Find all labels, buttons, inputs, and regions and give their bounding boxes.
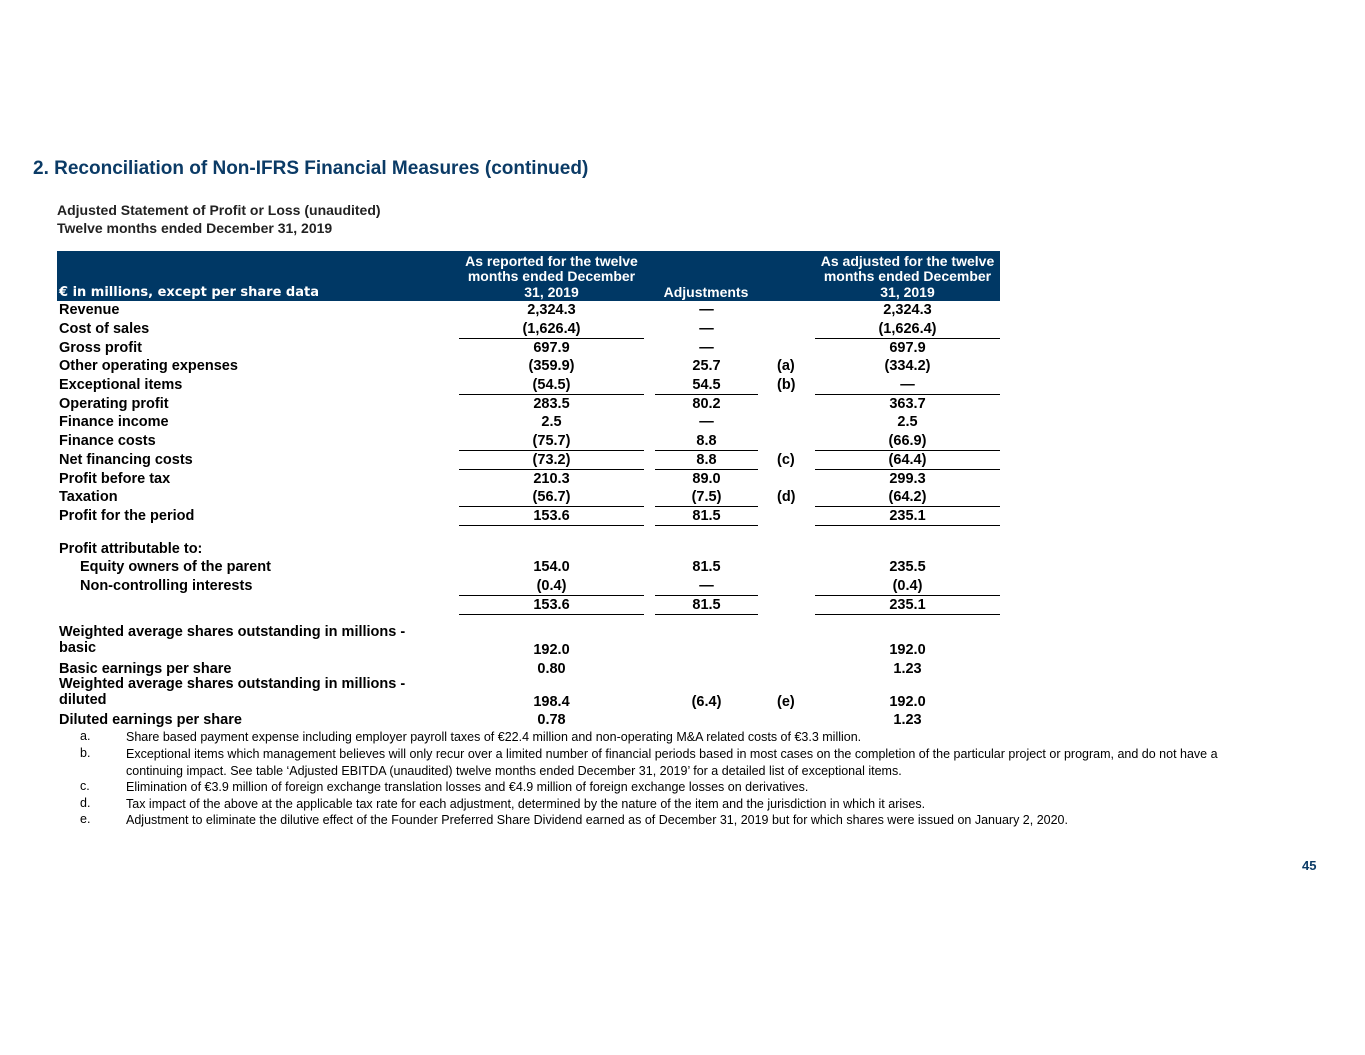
footnote-text: Elimination of €3.9 million of foreign e… — [126, 780, 809, 794]
row-label: Profit before tax — [59, 471, 171, 487]
row-label: Net financing costs — [59, 452, 193, 468]
cell-value: (6.4) — [691, 694, 722, 710]
cell-value: 89.0 — [692, 471, 721, 487]
cell-value: 363.7 — [889, 396, 926, 412]
cell-value: 697.9 — [533, 340, 570, 356]
cell-value: 81.5 — [692, 559, 721, 575]
cell-value: 8.8 — [655, 432, 758, 451]
row-label: Profit attributable to: — [59, 541, 203, 557]
cell-value: — — [655, 577, 758, 596]
row-label: Finance costs — [59, 433, 156, 449]
note-ref: (c) — [777, 452, 795, 468]
cell-value: (64.2) — [815, 488, 1000, 507]
cell-value: 153.6 — [459, 596, 644, 615]
row-label: Taxation — [59, 489, 118, 505]
table-header: € in millions, except per share data As … — [57, 251, 1000, 301]
cell-value: (73.2) — [459, 451, 644, 470]
footnote-text: Exceptional items which management belie… — [126, 747, 1218, 778]
cell-value: (0.4) — [815, 577, 1000, 596]
row-label: Diluted earnings per share — [59, 712, 242, 728]
cell-value: (0.4) — [459, 577, 644, 596]
cell-value: 80.2 — [692, 396, 721, 412]
cell-value: (359.9) — [528, 358, 575, 374]
cell-value: 192.0 — [889, 642, 926, 658]
row-label: Operating profit — [59, 396, 169, 412]
cell-value: 192.0 — [889, 694, 926, 710]
cell-value: (1,626.4) — [459, 320, 644, 339]
note-ref: (e) — [777, 694, 795, 710]
footnote-letter: a. — [80, 729, 91, 743]
footnote-letter: d. — [80, 796, 91, 810]
row-label: Finance income — [59, 414, 169, 430]
column-header: As reported for the twelve months ended … — [465, 252, 638, 300]
footnote-letter: e. — [80, 812, 91, 826]
cell-value: — — [699, 302, 714, 318]
cell-value: 8.8 — [655, 451, 758, 470]
subtitle: Adjusted Statement of Profit or Loss (un… — [57, 202, 381, 218]
cell-value: 154.0 — [533, 559, 570, 575]
row-label: Revenue — [59, 302, 120, 318]
footnote-letter: c. — [80, 779, 90, 793]
footnote-text: Adjustment to eliminate the dilutive eff… — [126, 813, 1068, 827]
page-number: 45 — [1302, 858, 1317, 873]
cell-value: 299.3 — [889, 471, 926, 487]
cell-value: 283.5 — [533, 396, 570, 412]
cell-value: 210.3 — [533, 471, 570, 487]
cell-value: 25.7 — [692, 358, 721, 374]
note-ref: (d) — [777, 489, 796, 505]
row-label: Weighted average shares outstanding in m… — [59, 624, 406, 656]
row-label: Non-controlling interests — [80, 578, 253, 594]
row-label: Profit for the period — [59, 508, 195, 524]
cell-value: 81.5 — [655, 507, 758, 526]
cell-value: — — [699, 321, 714, 337]
cell-value: 2,324.3 — [527, 302, 576, 318]
row-label: Exceptional items — [59, 377, 183, 393]
cell-value: 0.78 — [537, 712, 566, 728]
cell-value: — — [815, 376, 1000, 395]
cell-value: 192.0 — [533, 642, 570, 658]
cell-value: (66.9) — [815, 432, 1000, 451]
cell-value: (75.7) — [459, 432, 644, 451]
note-ref: (a) — [777, 358, 795, 374]
cell-value: 1.23 — [893, 712, 922, 728]
cell-value: (54.5) — [459, 376, 644, 395]
cell-value: 2.5 — [541, 414, 562, 430]
cell-value: — — [699, 414, 714, 430]
cell-value: (1,626.4) — [815, 320, 1000, 339]
cell-value: 697.9 — [889, 340, 926, 356]
cell-value: 0.80 — [537, 661, 566, 677]
cell-value: (334.2) — [884, 358, 931, 374]
cell-value: 1.23 — [893, 661, 922, 677]
row-label: Equity owners of the parent — [80, 559, 271, 575]
footnote-text: Tax impact of the above at the applicabl… — [126, 797, 926, 811]
footnote-text: Share based payment expense including em… — [126, 730, 862, 744]
cell-value: 2,324.3 — [883, 302, 932, 318]
column-header: Adjustments — [663, 283, 749, 300]
cell-value: — — [699, 340, 714, 356]
cell-value: 54.5 — [655, 376, 758, 395]
title: 2. Reconciliation of Non-IFRS Financial … — [33, 158, 589, 179]
cell-value: 235.1 — [815, 596, 1000, 615]
period: Twelve months ended December 31, 2019 — [57, 220, 333, 236]
cell-value: 235.1 — [815, 507, 1000, 526]
cell-value: (64.4) — [815, 451, 1000, 470]
cell-value: (7.5) — [655, 488, 758, 507]
cell-value: 81.5 — [655, 596, 758, 615]
row-label: Basic earnings per share — [59, 661, 232, 677]
cell-value: 235.5 — [889, 559, 926, 575]
row-label: Gross profit — [59, 340, 142, 356]
cell-value: 2.5 — [897, 414, 918, 430]
row-label: Cost of sales — [59, 321, 150, 337]
row-label: Weighted average shares outstanding in m… — [59, 676, 406, 708]
cell-value: 153.6 — [459, 507, 644, 526]
column-header: As adjusted for the twelve months ended … — [820, 252, 995, 300]
cell-value: (56.7) — [459, 488, 644, 507]
note-ref: (b) — [777, 377, 796, 393]
column-header: € in millions, except per share data — [59, 284, 319, 300]
row-label: Other operating expenses — [59, 358, 238, 374]
footnote-letter: b. — [80, 746, 91, 760]
cell-value: 198.4 — [533, 694, 570, 710]
